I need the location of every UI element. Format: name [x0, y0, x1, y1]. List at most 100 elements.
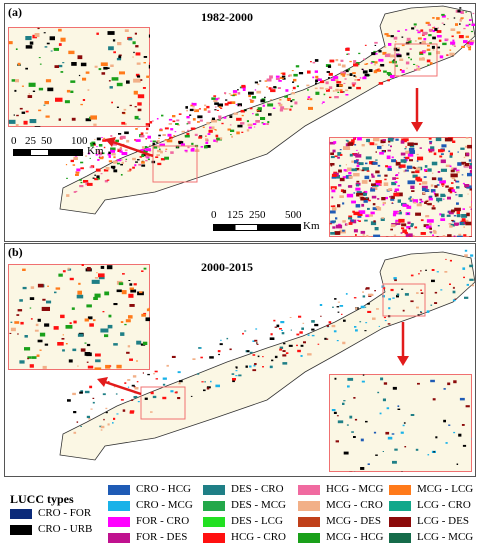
- change-patch: [271, 87, 274, 90]
- change-patch: [352, 85, 354, 87]
- change-patch: [375, 206, 380, 209]
- change-patch: [405, 29, 408, 31]
- change-patch: [290, 329, 292, 331]
- change-patch: [133, 78, 141, 83]
- change-patch: [408, 236, 411, 237]
- change-patch: [162, 377, 167, 380]
- change-patch: [391, 156, 394, 159]
- change-patch: [335, 175, 340, 179]
- change-patch: [272, 107, 276, 109]
- change-patch: [43, 104, 46, 106]
- change-patch: [252, 113, 254, 115]
- change-patch: [300, 355, 303, 357]
- change-patch: [330, 163, 335, 166]
- change-patch: [116, 364, 122, 369]
- change-patch: [441, 144, 447, 148]
- change-patch: [153, 373, 156, 375]
- change-patch: [385, 165, 388, 168]
- change-patch: [321, 103, 323, 105]
- change-patch: [342, 202, 345, 205]
- change-patch: [146, 308, 150, 312]
- change-patch: [124, 123, 127, 126]
- change-patch: [408, 56, 410, 59]
- change-patch: [152, 142, 155, 146]
- change-patch: [232, 380, 235, 383]
- change-patch: [30, 286, 35, 289]
- change-patch: [464, 163, 470, 166]
- change-patch: [328, 77, 330, 79]
- change-patch: [346, 193, 354, 198]
- change-patch: [155, 378, 158, 380]
- change-patch: [431, 279, 435, 283]
- change-patch: [416, 29, 419, 31]
- change-patch: [129, 358, 133, 361]
- change-patch: [407, 221, 411, 225]
- change-patch: [394, 279, 397, 282]
- change-patch: [436, 46, 440, 49]
- change-patch: [428, 137, 432, 140]
- change-patch: [122, 409, 126, 412]
- change-patch: [337, 152, 342, 156]
- change-patch: [353, 74, 356, 77]
- change-patch: [85, 155, 88, 157]
- change-patch: [452, 290, 456, 294]
- change-patch: [121, 290, 127, 295]
- change-patch: [425, 215, 430, 218]
- change-patch: [469, 278, 474, 281]
- change-patch: [443, 23, 446, 26]
- change-patch: [390, 35, 394, 38]
- change-patch: [392, 460, 397, 464]
- change-patch: [190, 395, 193, 397]
- change-patch: [448, 223, 452, 225]
- change-patch: [375, 151, 377, 153]
- change-patch: [392, 177, 396, 180]
- change-patch: [160, 150, 163, 154]
- change-patch: [452, 55, 454, 57]
- change-patch: [218, 353, 220, 356]
- change-patch: [121, 159, 123, 161]
- change-patch: [355, 76, 357, 78]
- change-patch: [277, 102, 281, 105]
- change-patch: [113, 303, 118, 306]
- change-patch: [30, 318, 33, 320]
- change-patch: [472, 12, 475, 15]
- zoom-frame-east-b: [382, 283, 426, 317]
- change-patch: [206, 121, 210, 125]
- change-patch: [199, 347, 202, 349]
- change-patch: [192, 118, 196, 121]
- change-patch: [267, 103, 274, 107]
- change-patch: [32, 90, 36, 92]
- change-patch: [249, 365, 252, 368]
- change-patch: [113, 343, 118, 346]
- change-patch: [168, 118, 173, 121]
- change-patch: [108, 80, 111, 82]
- change-patch: [162, 396, 167, 400]
- change-patch: [70, 90, 74, 93]
- change-patch: [459, 19, 462, 21]
- change-patch: [24, 335, 28, 338]
- change-patch: [433, 451, 435, 453]
- change-patch: [353, 436, 356, 438]
- change-patch: [215, 129, 217, 131]
- change-patch: [345, 139, 348, 141]
- change-patch: [314, 59, 319, 62]
- change-patch: [132, 157, 136, 161]
- change-patch: [468, 42, 474, 46]
- change-patch: [384, 33, 387, 35]
- change-patch: [383, 70, 387, 73]
- change-patch: [327, 65, 332, 68]
- change-patch: [15, 48, 18, 50]
- change-patch: [115, 139, 119, 143]
- change-patch: [378, 58, 384, 62]
- change-patch: [372, 317, 376, 320]
- change-patch: [150, 411, 153, 413]
- change-patch: [397, 408, 401, 410]
- change-patch: [392, 213, 397, 217]
- change-patch: [371, 175, 375, 178]
- study-area-region: [59, 251, 475, 461]
- change-patch: [347, 167, 352, 172]
- legend-title: LUCC types: [10, 492, 74, 506]
- change-patch: [380, 64, 385, 67]
- change-patch: [418, 273, 420, 275]
- change-patch: [252, 354, 256, 356]
